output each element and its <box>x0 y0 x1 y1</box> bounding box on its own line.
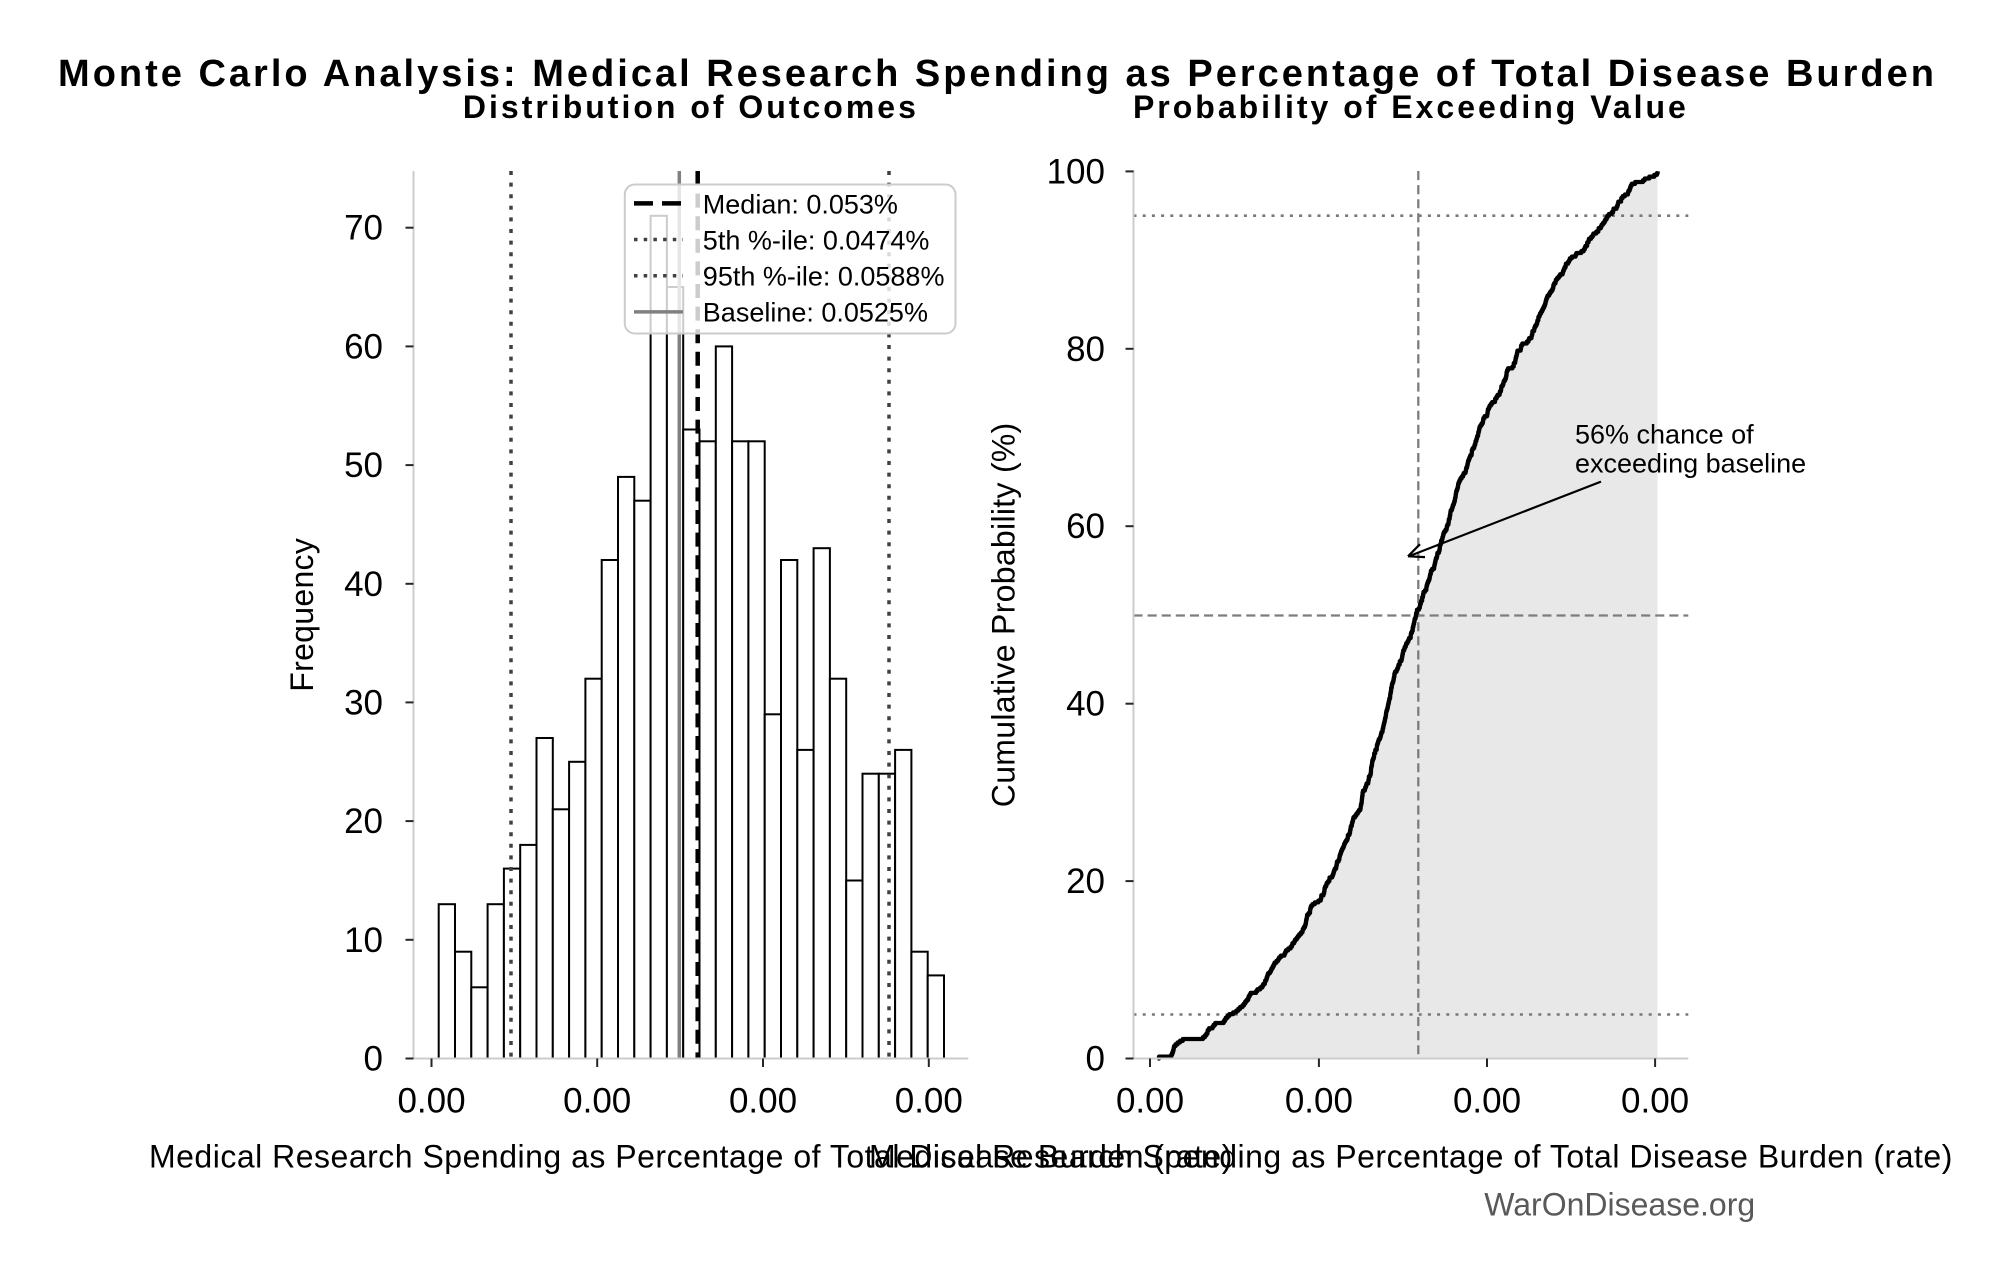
svg-text:Medical Research Spending as P: Medical Research Spending as Percentage … <box>149 1139 1233 1175</box>
svg-text:Frequency: Frequency <box>284 538 320 692</box>
svg-text:Probability of Exceeding Value: Probability of Exceeding Value <box>1133 89 1689 125</box>
svg-text:Medical Research Spending as P: Medical Research Spending as Percentage … <box>869 1139 1953 1175</box>
svg-text:0.00: 0.00 <box>397 1082 465 1121</box>
svg-text:50: 50 <box>344 446 383 485</box>
svg-text:Distribution of Outcomes: Distribution of Outcomes <box>463 89 919 125</box>
svg-text:exceeding baseline: exceeding baseline <box>1575 449 1806 479</box>
svg-text:0.00: 0.00 <box>1621 1082 1689 1121</box>
svg-text:56% chance of: 56% chance of <box>1575 420 1754 450</box>
svg-text:95th %-ile: 0.0588%: 95th %-ile: 0.0588% <box>703 262 945 292</box>
svg-text:20: 20 <box>344 802 383 841</box>
svg-text:0.00: 0.00 <box>895 1082 963 1121</box>
svg-text:100: 100 <box>1047 152 1105 191</box>
svg-text:30: 30 <box>344 683 383 722</box>
svg-text:5th %-ile: 0.0474%: 5th %-ile: 0.0474% <box>703 226 930 256</box>
svg-text:Baseline: 0.0525%: Baseline: 0.0525% <box>703 298 928 328</box>
svg-text:60: 60 <box>1066 507 1105 546</box>
svg-text:Monte Carlo Analysis: Medical: Monte Carlo Analysis: Medical Research S… <box>58 53 1937 95</box>
svg-text:10: 10 <box>344 921 383 960</box>
svg-text:60: 60 <box>344 327 383 366</box>
svg-text:0: 0 <box>364 1040 383 1079</box>
svg-text:0.00: 0.00 <box>563 1082 631 1121</box>
svg-text:70: 70 <box>344 209 383 248</box>
svg-text:20: 20 <box>1066 862 1105 901</box>
svg-text:0.00: 0.00 <box>1116 1082 1184 1121</box>
svg-text:Cumulative Probability (%): Cumulative Probability (%) <box>986 422 1022 807</box>
svg-text:40: 40 <box>344 565 383 604</box>
svg-text:0.00: 0.00 <box>729 1082 797 1121</box>
svg-text:WarOnDisease.org: WarOnDisease.org <box>1484 1187 1755 1223</box>
svg-text:40: 40 <box>1066 685 1105 724</box>
svg-text:80: 80 <box>1066 330 1105 369</box>
svg-text:0.00: 0.00 <box>1285 1082 1353 1121</box>
svg-text:0.00: 0.00 <box>1453 1082 1521 1121</box>
svg-text:0: 0 <box>1086 1040 1105 1079</box>
svg-text:Median: 0.053%: Median: 0.053% <box>703 189 898 219</box>
